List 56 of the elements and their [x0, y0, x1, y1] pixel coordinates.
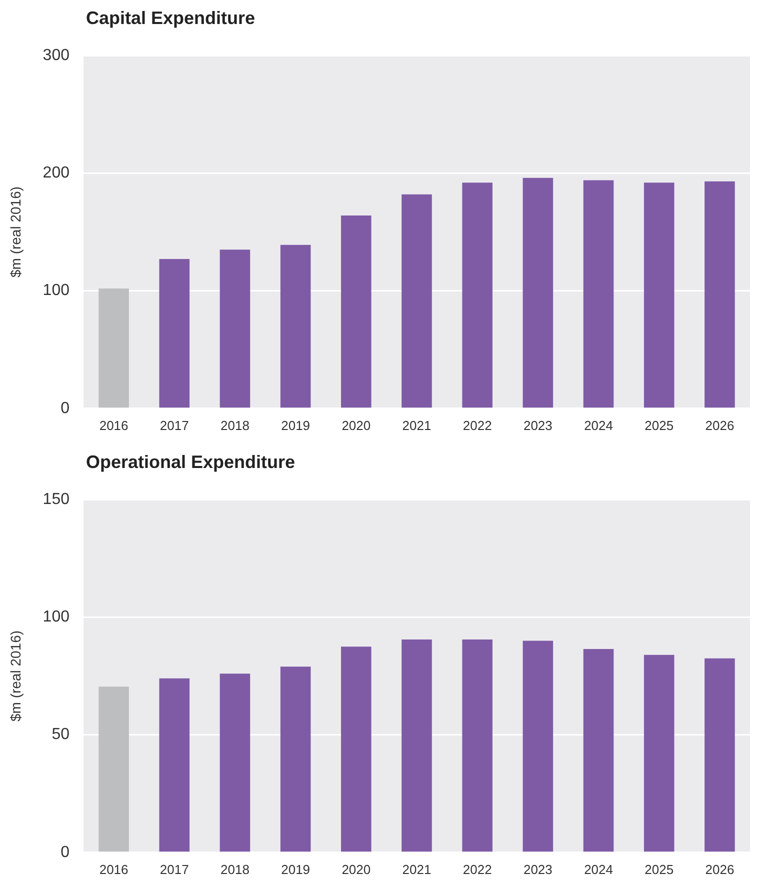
x-tick-label: 2019 — [281, 418, 310, 433]
y-axis-title: $m (real 2016) — [7, 630, 24, 722]
x-tick-label: 2021 — [402, 418, 432, 433]
y-tick-label: 100 — [42, 282, 70, 300]
bar — [704, 181, 735, 408]
y-tick-label: 150 — [42, 491, 70, 508]
bar — [583, 180, 614, 408]
bar — [280, 666, 311, 852]
bar — [644, 182, 674, 408]
y-axis-title: $m (real 2016) — [7, 186, 24, 278]
y-tick-label: 100 — [42, 608, 70, 626]
bar — [98, 686, 129, 852]
bar — [583, 648, 614, 852]
bar — [280, 244, 311, 408]
x-tick-label: 2018 — [220, 862, 250, 877]
y-tick-label: 300 — [42, 47, 70, 64]
y-tick-label: 200 — [42, 164, 70, 182]
x-tick-label: 2023 — [523, 418, 552, 433]
x-tick-label: 2024 — [584, 418, 613, 433]
x-tick-label: 2016 — [99, 418, 128, 433]
bar — [644, 654, 674, 852]
x-tick-label: 2020 — [342, 862, 371, 877]
x-tick-label: 2019 — [281, 862, 310, 877]
bar — [341, 646, 372, 852]
bar — [522, 178, 554, 408]
bar — [462, 182, 492, 408]
chart-title: Operational Expenditure — [85, 451, 296, 474]
x-tick-label: 2023 — [523, 862, 552, 877]
x-tick-label: 2022 — [462, 862, 492, 877]
y-tick-label: 0 — [60, 400, 70, 417]
bar — [462, 640, 492, 852]
x-tick-label: 2018 — [220, 418, 250, 433]
x-tick-label: 2022 — [462, 418, 492, 433]
x-tick-label: 2017 — [160, 862, 189, 877]
chart-title: Capital Expenditure — [85, 7, 256, 30]
bar — [159, 678, 190, 852]
y-tick-label: 50 — [52, 726, 70, 744]
x-tick-label: 2025 — [644, 418, 674, 433]
x-tick-label: 2026 — [705, 862, 734, 877]
bar — [159, 259, 190, 408]
x-tick-label: 2016 — [99, 862, 128, 877]
bar — [220, 250, 250, 408]
y-tick-label: 0 — [60, 844, 70, 861]
x-tick-label: 2026 — [705, 418, 734, 433]
x-tick-label: 2025 — [644, 862, 674, 877]
x-tick-label: 2017 — [160, 418, 189, 433]
bar — [402, 194, 432, 408]
bar — [341, 216, 372, 408]
bar — [704, 658, 735, 852]
bar — [98, 288, 129, 408]
x-tick-label: 2020 — [342, 418, 371, 433]
x-tick-label: 2021 — [402, 862, 432, 877]
bar — [220, 674, 250, 852]
x-tick-label: 2024 — [584, 862, 613, 877]
bar — [402, 640, 432, 852]
bar — [522, 640, 554, 852]
